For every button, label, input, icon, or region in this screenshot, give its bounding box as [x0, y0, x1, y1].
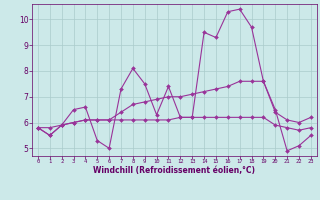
X-axis label: Windchill (Refroidissement éolien,°C): Windchill (Refroidissement éolien,°C) — [93, 166, 255, 175]
